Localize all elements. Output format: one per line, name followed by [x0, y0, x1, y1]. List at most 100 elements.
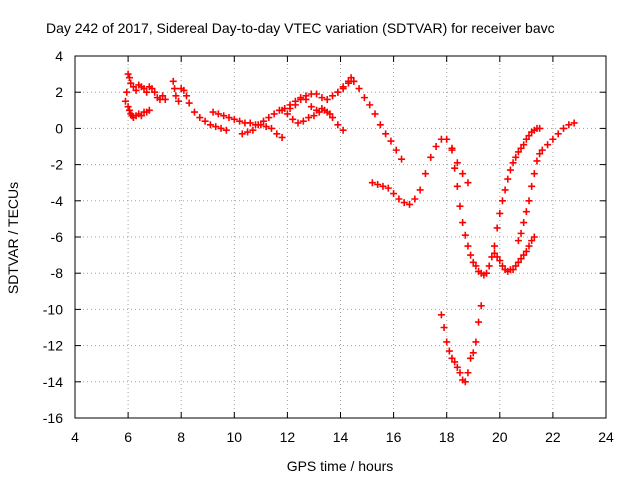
data-point — [485, 262, 493, 270]
data-point — [329, 92, 337, 100]
data-point — [286, 104, 294, 112]
data-point — [175, 97, 183, 105]
data-point — [151, 88, 159, 96]
data-point — [443, 338, 451, 346]
data-point — [400, 199, 408, 207]
data-point — [520, 141, 528, 149]
data-point — [509, 159, 517, 167]
data-point — [451, 358, 459, 366]
data-point — [350, 77, 358, 85]
data-point — [297, 95, 305, 103]
data-point — [448, 354, 456, 362]
data-point — [172, 92, 180, 100]
data-point — [360, 94, 368, 102]
data-point — [445, 347, 453, 355]
data-point — [214, 110, 222, 118]
data-point — [517, 144, 525, 152]
data-point — [464, 242, 472, 250]
series-arc-12 — [490, 124, 544, 250]
data-point — [509, 266, 517, 274]
x-tick-label: 14 — [333, 429, 349, 445]
series-arc-7 — [286, 77, 406, 163]
data-point — [390, 190, 398, 198]
series-arc-11 — [437, 302, 485, 386]
data-point — [467, 251, 475, 259]
data-point — [161, 95, 169, 103]
data-point — [448, 146, 456, 154]
x-tick-label: 18 — [439, 429, 455, 445]
data-points — [121, 70, 578, 386]
data-point — [368, 179, 376, 187]
data-point — [323, 95, 331, 103]
data-point — [395, 195, 403, 203]
data-point — [376, 121, 384, 129]
data-point — [321, 106, 329, 114]
data-point — [453, 363, 461, 371]
data-point — [143, 88, 151, 96]
data-point — [530, 233, 538, 241]
data-point — [530, 170, 538, 178]
data-point — [169, 77, 177, 85]
data-point — [437, 311, 445, 319]
data-point — [270, 110, 278, 118]
data-point — [477, 302, 485, 310]
data-point — [392, 146, 400, 154]
plot-frame — [74, 55, 607, 419]
data-point — [498, 262, 506, 270]
data-point — [493, 224, 501, 232]
data-point — [278, 106, 286, 114]
data-point — [514, 148, 522, 156]
data-point — [140, 85, 148, 93]
data-point — [329, 114, 337, 122]
x-axis-label: GPS time / hours — [287, 458, 394, 474]
data-point — [528, 182, 536, 190]
data-point — [230, 115, 238, 123]
x-tick-label: 8 — [177, 429, 185, 445]
data-point — [171, 85, 179, 93]
data-point — [238, 130, 246, 138]
grid-lines — [75, 56, 606, 418]
data-point — [459, 219, 467, 227]
data-point — [520, 219, 528, 227]
x-tick-label: 22 — [545, 429, 561, 445]
x-tick-label: 12 — [280, 429, 296, 445]
data-point — [512, 153, 520, 161]
y-tick-label: -10 — [43, 301, 63, 317]
data-point — [371, 110, 379, 118]
x-tick-label: 4 — [71, 429, 79, 445]
data-point — [206, 121, 214, 129]
y-tick-label: -2 — [51, 157, 64, 173]
data-point — [501, 186, 509, 194]
data-point — [334, 121, 342, 129]
data-point — [525, 242, 533, 250]
data-point — [209, 108, 217, 116]
data-point — [536, 150, 544, 158]
data-point — [220, 112, 228, 120]
y-tick-label: -6 — [51, 229, 64, 245]
data-point — [469, 258, 477, 266]
data-point — [283, 110, 291, 118]
y-tick-label: -4 — [51, 193, 64, 209]
data-point — [262, 123, 270, 131]
data-point — [313, 90, 321, 98]
data-point — [464, 369, 472, 377]
data-point — [498, 197, 506, 205]
data-point — [406, 200, 414, 208]
axis-ticks: 4 6 8 10 12 14 16 18 20 22 24420-2-4-6-8-10-12-14-… — [43, 48, 614, 445]
data-point — [180, 86, 188, 94]
data-point — [254, 121, 262, 129]
data-point — [123, 88, 131, 96]
data-point — [432, 143, 440, 150]
data-point — [461, 231, 469, 239]
data-point — [387, 137, 395, 145]
data-point — [514, 258, 522, 266]
y-tick-label: -16 — [43, 410, 63, 426]
data-point — [159, 92, 167, 100]
data-point — [339, 126, 347, 134]
data-point — [427, 153, 435, 161]
data-point — [121, 97, 129, 105]
series-arc-9 — [368, 135, 472, 208]
data-point — [549, 135, 557, 143]
data-point — [326, 110, 334, 118]
series-arc-13 — [514, 119, 578, 245]
